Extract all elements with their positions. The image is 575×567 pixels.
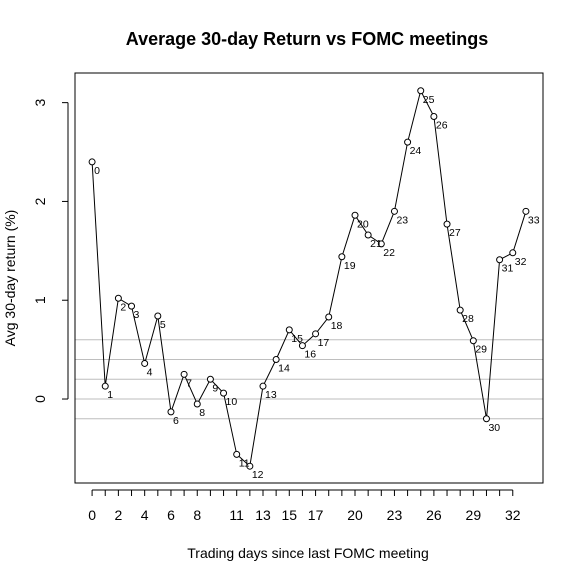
point-label: 0 [94, 165, 100, 177]
point-label: 23 [396, 214, 408, 226]
data-point [246, 462, 254, 470]
data-point [193, 400, 201, 408]
x-tick-label: 20 [347, 507, 363, 523]
point-label: 19 [344, 260, 356, 272]
data-point [272, 356, 280, 364]
x-tick-label: 0 [88, 507, 96, 523]
series [88, 87, 530, 470]
y-tick-label: 3 [32, 99, 48, 107]
series-line [91, 89, 527, 468]
x-tick-label: 17 [308, 507, 324, 523]
x-axis-label: Trading days since last FOMC meeting [187, 545, 428, 561]
point-label: 33 [528, 214, 540, 226]
data-point [364, 231, 372, 239]
data-point [469, 337, 477, 345]
point-label: 15 [291, 333, 303, 345]
x-tick-label: 2 [114, 507, 122, 523]
data-point [312, 330, 320, 338]
data-point [404, 138, 412, 146]
point-label: 10 [226, 396, 238, 408]
data-point [167, 408, 175, 416]
x-tick-label: 11 [229, 507, 244, 523]
point-label: 21 [370, 238, 382, 250]
point-label: 1 [107, 389, 113, 401]
point-label: 14 [278, 363, 290, 375]
data-point [390, 207, 398, 215]
point-label: 9 [212, 382, 218, 394]
point-label: 6 [173, 415, 179, 427]
point-label: 4 [147, 366, 153, 378]
data-point [338, 253, 346, 261]
y-axis: 0 1 2 3 [32, 99, 69, 403]
data-point [496, 256, 504, 264]
point-label: 30 [488, 422, 500, 434]
data-point [456, 306, 464, 314]
x-tick-label: 6 [167, 507, 175, 523]
data-point [128, 302, 136, 310]
point-labels: 0123456789101112131415161718192021222324… [94, 94, 540, 481]
x-tick-label: 4 [141, 507, 149, 523]
y-tick-label: 0 [32, 395, 48, 403]
y-tick-label: 1 [32, 296, 48, 304]
point-label: 2 [120, 301, 126, 313]
data-point [154, 312, 162, 320]
point-label: 18 [331, 320, 343, 332]
y-axis-label: Avg 30-day return (%) [2, 210, 18, 347]
data-point [180, 370, 188, 378]
point-label: 5 [160, 319, 166, 331]
data-point [233, 450, 241, 458]
data-point [114, 294, 122, 302]
point-label: 29 [475, 344, 487, 356]
data-point [417, 87, 425, 95]
point-label: 13 [265, 389, 277, 401]
x-tick-label: 15 [281, 507, 297, 523]
y-tick-label: 2 [32, 197, 48, 205]
point-label: 12 [252, 469, 264, 481]
point-label: 24 [410, 145, 422, 157]
point-label: 16 [304, 349, 316, 361]
data-point [88, 158, 96, 166]
plot-frame [74, 72, 544, 484]
data-point [482, 415, 490, 423]
data-point [430, 112, 438, 120]
data-point [141, 359, 149, 367]
x-tick-label: 29 [466, 507, 482, 523]
data-point [101, 382, 109, 390]
data-point [206, 375, 214, 383]
chart-title: Average 30-day Return vs FOMC meetings [126, 29, 488, 49]
point-label: 3 [134, 309, 140, 321]
data-point [509, 249, 517, 257]
data-point [522, 207, 530, 215]
point-label: 7 [186, 377, 192, 389]
data-point [220, 389, 228, 397]
x-tick-label: 26 [426, 507, 442, 523]
data-point [351, 211, 359, 219]
x-tick-label: 32 [505, 507, 521, 523]
data-point [443, 220, 451, 228]
x-tick-label: 8 [193, 507, 201, 523]
x-tick-label: 13 [255, 507, 271, 523]
data-point [259, 382, 267, 390]
point-label: 32 [515, 256, 527, 268]
data-point [298, 342, 306, 350]
point-label: 31 [502, 263, 514, 275]
data-point [285, 326, 293, 334]
point-label: 26 [436, 119, 448, 131]
data-point [325, 313, 333, 321]
point-label: 25 [423, 94, 435, 106]
point-label: 22 [383, 247, 395, 259]
point-label: 8 [199, 407, 205, 419]
x-tick-label: 23 [387, 507, 403, 523]
point-label: 20 [357, 218, 369, 230]
x-axis: 0 2 4 6 8 11 13 15 17 20 23 26 29 32 [88, 489, 521, 523]
point-label: 11 [239, 457, 250, 469]
data-point [377, 240, 385, 248]
point-label: 28 [462, 313, 474, 325]
point-label: 27 [449, 227, 461, 239]
point-label: 17 [318, 337, 330, 349]
